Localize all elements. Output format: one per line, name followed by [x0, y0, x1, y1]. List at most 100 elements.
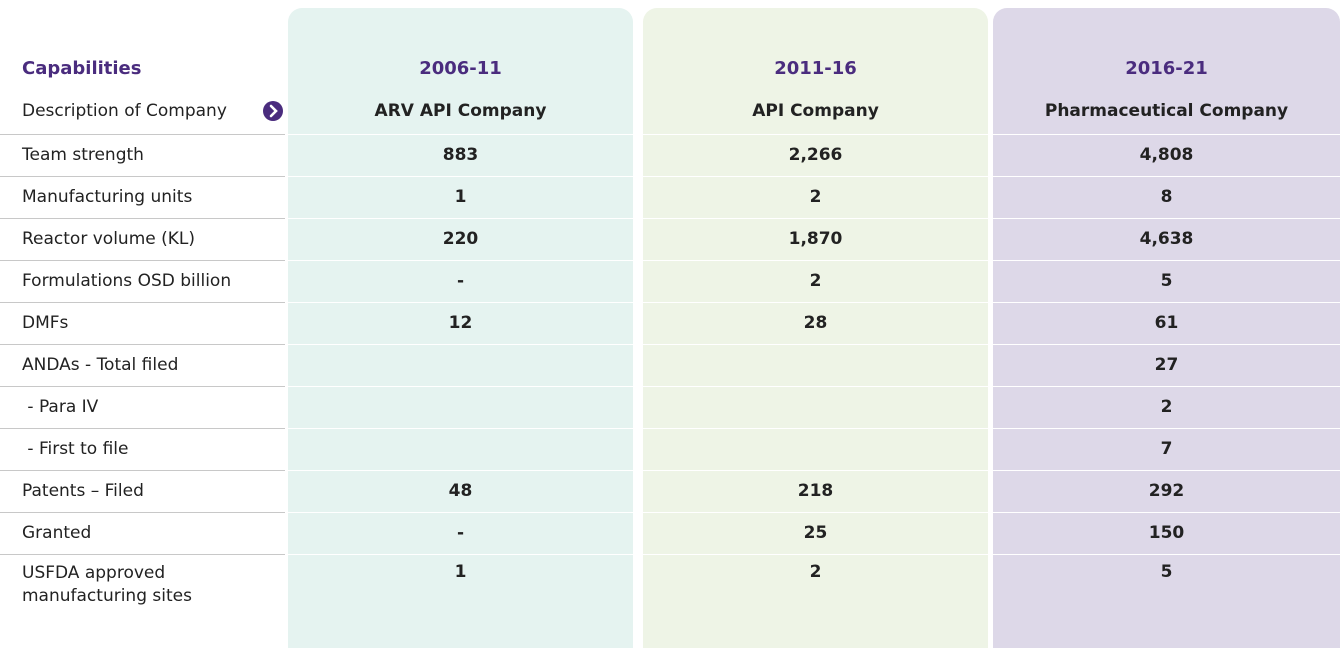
cell-value: Pharmaceutical Company — [1044, 101, 1289, 121]
cell-value: 292 — [1148, 481, 1185, 501]
row-separator — [288, 344, 633, 345]
cell-value: 12 — [448, 313, 473, 333]
row-label: DMFs — [22, 313, 69, 333]
cell-value — [643, 344, 988, 386]
row-separator — [993, 512, 1340, 513]
cell-value: 883 — [442, 145, 479, 165]
row-separator — [993, 428, 1340, 429]
row-separator — [0, 218, 285, 219]
cell-value: 5 — [1160, 271, 1173, 291]
cell-value: 5 — [1160, 562, 1173, 582]
row-label: - Para IV — [22, 397, 99, 417]
row-separator — [643, 134, 988, 135]
cell-value: API Company — [752, 101, 879, 121]
cell-value: 2 — [809, 562, 822, 582]
row-separator — [0, 302, 285, 303]
cell-value: - — [456, 523, 465, 543]
cell-value — [288, 428, 633, 470]
cell-value: 48 — [448, 481, 473, 501]
column-background — [288, 8, 633, 648]
row-separator — [643, 428, 988, 429]
cell-value — [643, 386, 988, 428]
row-separator — [0, 260, 285, 261]
cell-value — [288, 386, 633, 428]
cell-value: 1 — [454, 562, 467, 582]
cell-value — [288, 344, 633, 386]
column-header: 2006-11 — [419, 57, 502, 79]
row-separator — [643, 512, 988, 513]
row-label: Team strength — [22, 145, 144, 165]
cell-value: 28 — [803, 313, 828, 333]
cell-value: 7 — [1160, 439, 1173, 459]
row-separator — [643, 554, 988, 555]
row-separator — [288, 176, 633, 177]
cell-value: 1,870 — [788, 229, 843, 249]
row-separator — [0, 554, 285, 555]
row-separator — [993, 302, 1340, 303]
cell-value: 2,266 — [788, 145, 843, 165]
row-separator — [643, 470, 988, 471]
row-separator — [643, 218, 988, 219]
cell-value: 8 — [1160, 187, 1173, 207]
column-background — [643, 8, 988, 648]
page: Capabilities 2006-11 2011-16 2016-21 Descrip… — [0, 8, 1340, 648]
row-separator — [288, 302, 633, 303]
arrow-icon — [263, 101, 283, 121]
row-label: Patents – Filed — [22, 481, 144, 501]
row-separator — [993, 470, 1340, 471]
row-separator — [288, 554, 633, 555]
row-separator — [993, 344, 1340, 345]
cell-value: 150 — [1148, 523, 1185, 543]
cell-value: - — [456, 271, 465, 291]
row-label: ANDAs - Total filed — [22, 355, 179, 375]
row-separator — [288, 386, 633, 387]
row-separator — [993, 386, 1340, 387]
cell-value: 27 — [1154, 355, 1179, 375]
cell-value: 2 — [809, 187, 822, 207]
cell-value: 61 — [1154, 313, 1179, 333]
row-separator — [643, 176, 988, 177]
row-separator — [0, 512, 285, 513]
cell-value: ARV API Company — [374, 101, 547, 121]
row-label: Reactor volume (KL) — [22, 229, 195, 249]
cell-value: 25 — [803, 523, 828, 543]
header-label: Capabilities — [22, 57, 142, 79]
row-separator — [0, 386, 285, 387]
row-separator — [0, 134, 285, 135]
row-separator — [0, 176, 285, 177]
row-separator — [288, 218, 633, 219]
row-separator — [288, 512, 633, 513]
cell-value: 2 — [1160, 397, 1173, 417]
cell-value — [643, 428, 988, 470]
column-background — [993, 8, 1340, 648]
row-separator — [0, 470, 285, 471]
row-separator — [643, 344, 988, 345]
column-header: 2016-21 — [1125, 57, 1208, 79]
cell-value: 4,638 — [1139, 229, 1194, 249]
row-separator — [993, 176, 1340, 177]
row-label: USFDA approved manufacturing sites — [22, 563, 192, 606]
row-separator — [993, 218, 1340, 219]
row-label: Granted — [22, 523, 92, 543]
row-label: Manufacturing units — [22, 187, 193, 207]
cell-value: 4,808 — [1139, 145, 1194, 165]
row-separator — [0, 344, 285, 345]
row-separator — [288, 260, 633, 261]
row-separator — [993, 260, 1340, 261]
cell-value: 218 — [797, 481, 834, 501]
column-header: 2011-16 — [774, 57, 857, 79]
row-separator — [643, 386, 988, 387]
row-separator — [288, 470, 633, 471]
row-separator — [0, 428, 285, 429]
cell-value: 220 — [442, 229, 479, 249]
cell-value: 1 — [454, 187, 467, 207]
row-label: Description of Company — [22, 101, 227, 121]
row-separator — [643, 302, 988, 303]
row-separator — [993, 554, 1340, 555]
row-separator — [993, 134, 1340, 135]
row-separator — [288, 134, 633, 135]
cell-value: 2 — [809, 271, 822, 291]
row-label: Formulations OSD billion — [22, 271, 232, 291]
row-label: - First to file — [22, 439, 129, 459]
row-separator — [643, 260, 988, 261]
